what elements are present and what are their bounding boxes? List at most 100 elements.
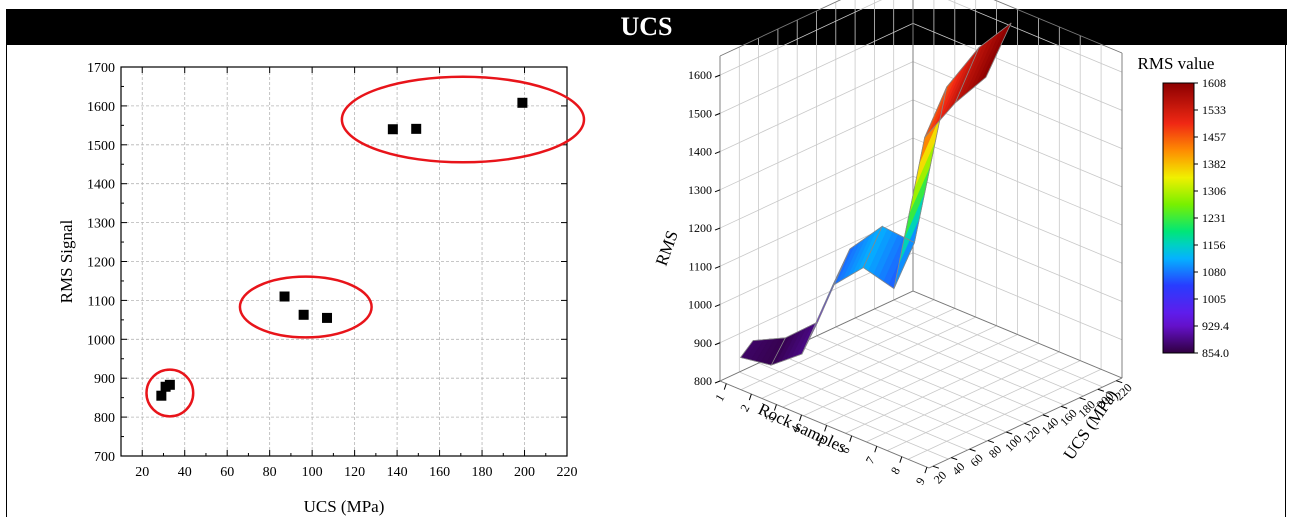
floor-grid-u (887, 360, 1081, 451)
x-tick (773, 404, 777, 411)
z-tick (714, 227, 721, 231)
floor-grid-v (835, 326, 1045, 415)
x-tick-label: 20 (135, 465, 149, 480)
surface-mesh-line (924, 86, 948, 138)
surface-mesh-line (770, 337, 786, 366)
box-edge (719, 290, 914, 382)
floor-grid-v (854, 317, 1065, 406)
floor-grid-u (845, 342, 1039, 434)
x-tick-label: 9 (913, 475, 928, 487)
y-tick-label: 900 (94, 372, 115, 387)
legend-label: 1005 (1202, 292, 1226, 306)
y-tick-label: 60 (968, 451, 986, 469)
z-tick-label: 1400 (688, 145, 712, 159)
y-tick (987, 440, 995, 444)
floor-grid-u (866, 351, 1060, 443)
surface-mesh-line (740, 340, 754, 358)
z-tick (714, 342, 721, 346)
x-tick (748, 393, 752, 401)
y-tick (1006, 431, 1013, 435)
y-tick (1079, 397, 1086, 401)
legend-label: 1156 (1202, 238, 1226, 252)
z-tick (714, 74, 721, 78)
surface-mesh-line (985, 22, 1012, 78)
cluster-ellipse (238, 275, 373, 339)
box-edge (928, 377, 1123, 469)
data-point (156, 390, 167, 401)
scatter-chart: 20 40 60 80 100 120 140 160 180 200 220 700 800 900 10… (57, 61, 586, 516)
back-grid-h (912, 214, 1123, 302)
legend-label: 1457 (1202, 130, 1226, 144)
x-tick (849, 435, 853, 442)
box-edge (719, 380, 930, 469)
surface-mesh-line (862, 226, 883, 268)
surface-mesh-line (954, 47, 980, 103)
x-tick-label: 120 (344, 465, 365, 480)
x-tick-label: 220 (557, 465, 578, 480)
cluster-ellipse (145, 368, 195, 418)
x-tick-label: 40 (178, 465, 192, 480)
left-grid-h (719, 175, 914, 267)
back-grid-h (912, 61, 1123, 149)
z-tick (714, 380, 721, 384)
cluster-ellipse (340, 75, 586, 164)
y-tick (969, 448, 976, 452)
z-tick (714, 304, 721, 307)
back-grid-h (912, 175, 1123, 264)
surface-mesh-line (801, 321, 819, 355)
data-point (517, 97, 528, 108)
x-tick-label: 200 (514, 465, 535, 480)
y-tick (1097, 388, 1105, 392)
legend-title: RMS value (1138, 54, 1215, 73)
z-tick-label: 1600 (688, 68, 712, 82)
legend-label: 1382 (1202, 157, 1226, 171)
floor-grid-v (893, 299, 1103, 388)
z-tick-label: 1500 (688, 106, 712, 120)
surface-mesh-line (893, 242, 915, 289)
data-point (279, 291, 290, 302)
x-axis-title: Rock samples (755, 399, 849, 456)
box-edge (719, 0, 842, 57)
legend-colorbar (1162, 82, 1195, 354)
x-tick-label: 7 (863, 454, 878, 466)
y-tick (932, 465, 940, 469)
x-tick-label: 2 (737, 402, 752, 414)
figure-frame (6, 45, 1286, 517)
y-tick-label: 1600 (87, 100, 115, 115)
left-grid-h (719, 137, 914, 229)
y-tick (1061, 405, 1068, 409)
z-axis-title: RMS (652, 228, 682, 268)
z-tick-label: 1200 (688, 221, 712, 235)
x-tick (899, 456, 903, 463)
y-tick-label: 800 (94, 411, 115, 426)
x-tick (874, 446, 878, 453)
box-edge (912, 290, 1123, 379)
z-tick (714, 265, 721, 269)
left-grid-h (719, 99, 914, 191)
x-tick (824, 425, 828, 432)
legend-label: 854.0 (1202, 346, 1229, 360)
data-point (387, 124, 398, 135)
x-tick (799, 414, 802, 422)
y-tick-label: 1200 (87, 256, 115, 271)
x-tick-label: 180 (472, 465, 493, 480)
back-grid-h (912, 22, 1123, 111)
y-tick-label: 1300 (87, 217, 115, 232)
surface-mesh-line (832, 248, 851, 286)
y-tick (1116, 380, 1123, 384)
x-tick (723, 383, 727, 390)
x-tick-label: 100 (302, 465, 323, 480)
legend-label: 1231 (1202, 211, 1226, 225)
z-tick (714, 189, 721, 193)
z-tick (714, 151, 721, 155)
legend-label: 1608 (1202, 76, 1226, 90)
x-tick (924, 466, 928, 474)
floor-grid-v (874, 308, 1084, 397)
z-tick (714, 112, 721, 116)
y-tick-label: 700 (94, 450, 115, 465)
y-axis-title: RMS Signal (57, 219, 76, 303)
left-grid-h (719, 22, 914, 114)
legend-label: 929.4 (1202, 319, 1229, 333)
y-tick-label: 1400 (87, 178, 115, 193)
